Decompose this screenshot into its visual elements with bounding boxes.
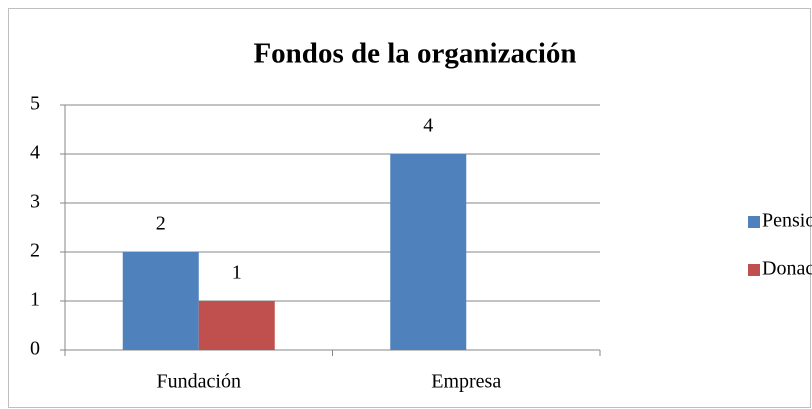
y-tick-label: 0 [30, 338, 40, 360]
chart-title: Fondos de la organización [253, 38, 576, 70]
legend-swatch [748, 216, 760, 228]
bar [198, 301, 275, 350]
y-tick-label: 4 [30, 142, 40, 164]
y-tick-label: 3 [30, 191, 40, 213]
y-tick-label: 5 [30, 93, 40, 115]
y-tick-label: 2 [30, 240, 40, 262]
legend-swatch [748, 264, 760, 276]
data-label: 2 [156, 213, 166, 235]
legend-label: Donaciones [762, 258, 812, 280]
x-tick-label: Empresa [431, 371, 501, 393]
bar [390, 154, 467, 350]
y-tick-label: 1 [30, 289, 40, 311]
legend-label: Pensiones [762, 210, 812, 232]
data-label: 4 [423, 115, 433, 137]
data-label: 1 [232, 262, 242, 284]
bar [122, 252, 199, 350]
x-tick-label: Fundación [157, 371, 241, 393]
